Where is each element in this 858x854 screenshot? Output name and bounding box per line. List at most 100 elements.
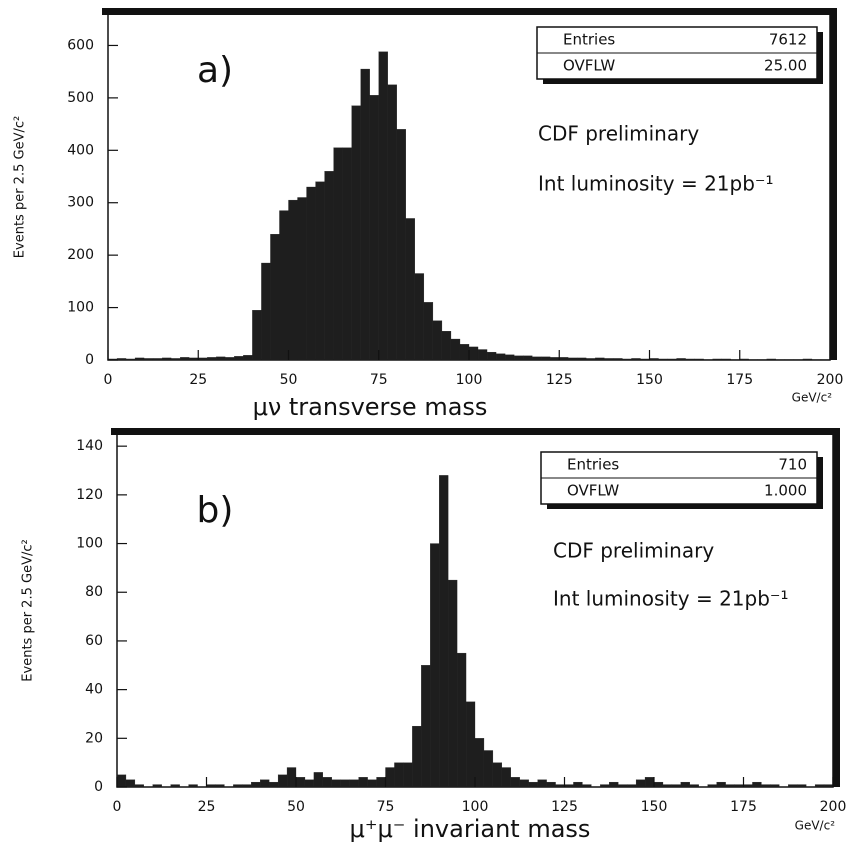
x-tick-label: 175 <box>726 372 753 388</box>
bar <box>324 171 334 361</box>
bar <box>474 738 485 788</box>
bar <box>730 359 740 361</box>
bar <box>716 781 726 788</box>
y-tick-label: 40 <box>85 682 103 698</box>
bar <box>631 358 641 361</box>
bar <box>680 781 690 788</box>
bar <box>712 358 722 361</box>
bar <box>694 358 704 361</box>
bar <box>207 357 217 361</box>
bar <box>788 784 798 788</box>
bar <box>252 310 262 361</box>
bar <box>378 51 388 361</box>
y-tick-label: 120 <box>76 487 103 503</box>
bar <box>206 784 216 788</box>
bar <box>568 357 578 361</box>
bar <box>609 781 619 788</box>
bar <box>234 356 244 361</box>
bar <box>349 779 359 788</box>
x-tick-label: 75 <box>377 799 395 815</box>
bar <box>233 784 243 788</box>
bar <box>703 359 713 361</box>
bar <box>504 354 515 361</box>
bar <box>439 475 449 788</box>
bar <box>171 358 181 361</box>
bar <box>483 750 494 788</box>
bar <box>394 762 404 788</box>
bar <box>595 357 605 361</box>
bar <box>297 197 307 361</box>
bar <box>279 210 289 361</box>
bar <box>640 358 650 361</box>
y-tick-label: 100 <box>76 536 103 552</box>
bar <box>405 218 416 361</box>
bar <box>658 358 668 361</box>
x-tick-label: 200 <box>820 799 847 815</box>
bar <box>125 358 136 361</box>
bar <box>797 784 807 788</box>
x-tick-label: 0 <box>104 372 113 388</box>
bar <box>766 358 777 361</box>
bar <box>243 355 253 361</box>
annotation: Int luminosity = 21pb⁻¹ <box>553 587 789 611</box>
bar <box>152 784 162 788</box>
annotation: CDF preliminary <box>538 122 699 146</box>
bar <box>242 784 252 788</box>
y-tick-label: 140 <box>76 438 103 454</box>
bar <box>739 358 749 361</box>
bar <box>412 725 422 788</box>
stats-value: 25.00 <box>764 57 807 75</box>
bar <box>358 777 368 788</box>
bar <box>188 784 198 788</box>
bar <box>152 358 163 361</box>
annotation: Int luminosity = 21pb⁻¹ <box>538 172 774 196</box>
y-tick-label: 0 <box>85 352 94 368</box>
bar <box>198 357 208 361</box>
bar <box>306 186 316 361</box>
bar <box>644 777 655 788</box>
bar <box>802 358 813 361</box>
bar <box>116 358 127 361</box>
bar <box>513 355 524 361</box>
bar <box>369 95 379 361</box>
bar <box>510 777 520 788</box>
bar <box>627 784 637 788</box>
bar <box>161 357 172 361</box>
histogram-panel: 0 100 200 300 400 500 600 0 25 50 75 100 125 150 175 20… <box>13 8 844 421</box>
bar <box>671 784 682 788</box>
bar <box>333 147 343 361</box>
y-tick-label: 600 <box>67 37 94 53</box>
bar <box>143 358 154 361</box>
bar <box>685 358 695 361</box>
bar <box>546 781 556 788</box>
bar <box>577 357 587 361</box>
x-tick-label: 175 <box>730 799 757 815</box>
bar <box>653 781 664 788</box>
y-tick-label: 400 <box>67 142 94 158</box>
bar <box>322 777 332 788</box>
x-tick-label: 200 <box>817 372 844 388</box>
bar <box>761 784 771 788</box>
bar <box>216 356 226 361</box>
bar <box>270 234 280 361</box>
bar <box>823 784 834 788</box>
bar <box>225 357 235 361</box>
bar <box>430 543 440 788</box>
bar <box>793 359 804 361</box>
bar <box>582 784 592 788</box>
bar <box>477 349 488 361</box>
bar <box>555 784 565 788</box>
x-tick-label: 75 <box>370 372 388 388</box>
bar <box>667 358 677 361</box>
y-tick-label: 60 <box>85 633 103 649</box>
bar <box>385 767 395 788</box>
x-tick-label: 25 <box>198 799 216 815</box>
stats-value: 1.000 <box>764 482 807 500</box>
x-tick-label: 150 <box>636 372 663 388</box>
frame-shadow-top <box>102 8 836 15</box>
y-tick-label: 20 <box>85 730 103 746</box>
bar <box>215 784 225 788</box>
bar <box>376 777 386 788</box>
bar <box>465 701 476 788</box>
